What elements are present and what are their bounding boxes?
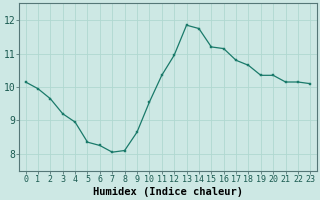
X-axis label: Humidex (Indice chaleur): Humidex (Indice chaleur) xyxy=(93,186,243,197)
